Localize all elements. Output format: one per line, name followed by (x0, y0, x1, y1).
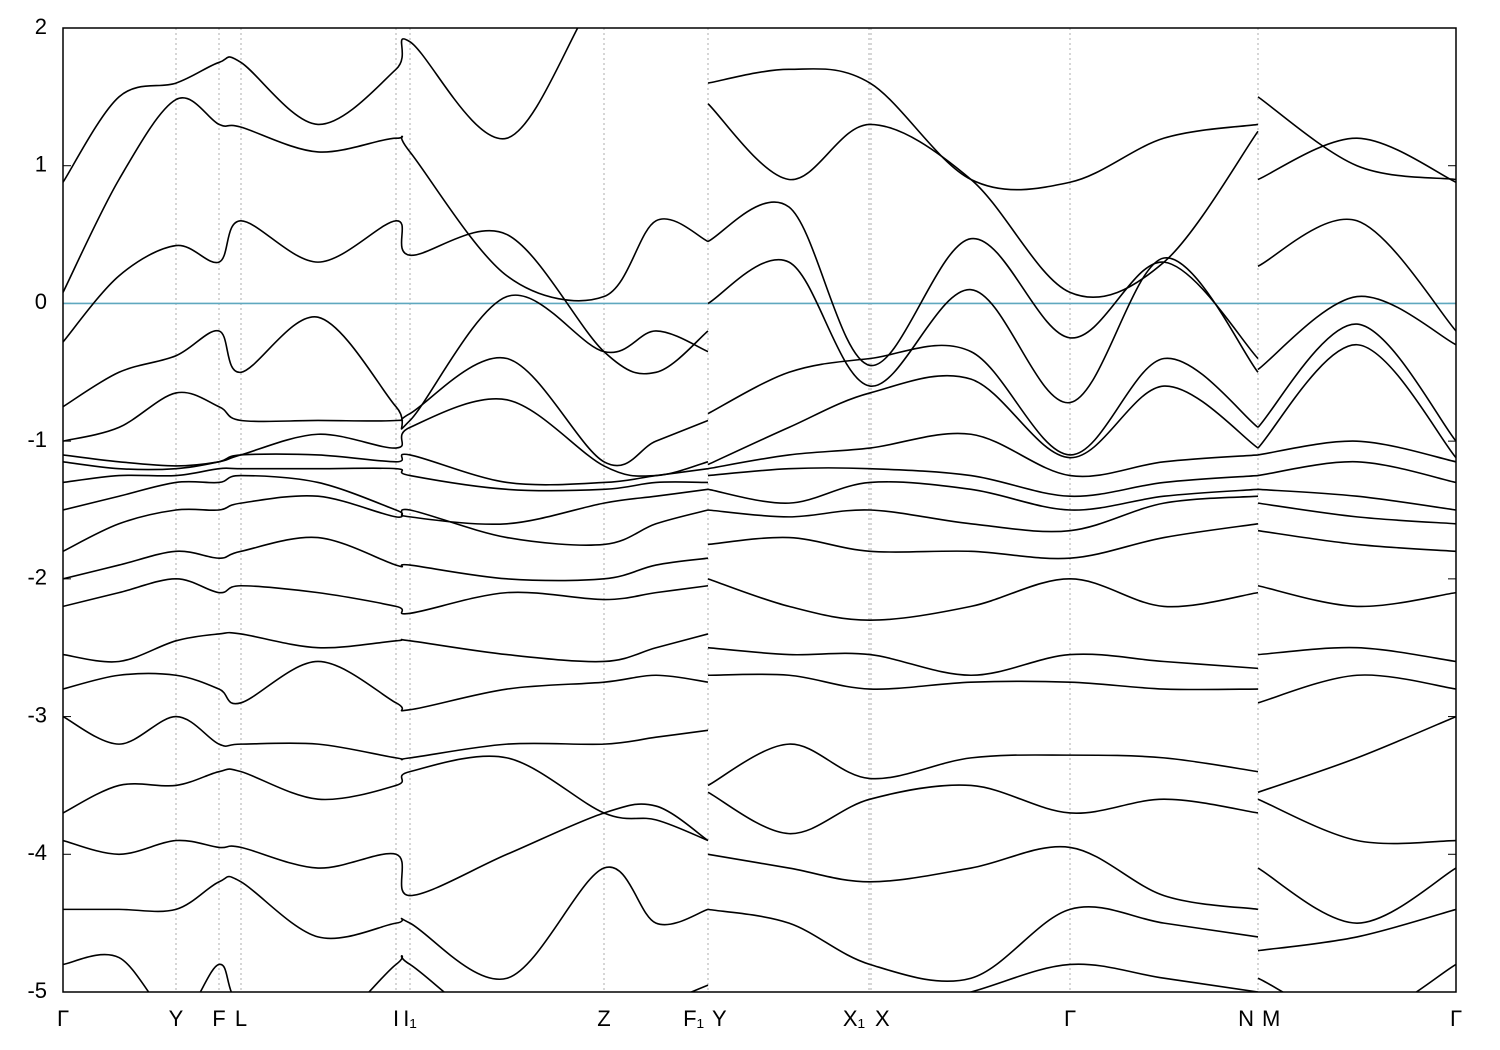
band-line (63, 432, 1456, 486)
y-tick-label: -3 (27, 702, 47, 727)
x-tick-label: M (1262, 1006, 1280, 1031)
band-line (63, 578, 1456, 621)
band-line (63, 474, 1456, 525)
x-tick-label: Γ (1450, 1006, 1462, 1031)
band-line (63, 96, 1456, 302)
band-line (63, 522, 1456, 582)
y-tick-label: 0 (35, 289, 47, 314)
y-tick-label: -1 (27, 427, 47, 452)
plot-frame (62, 27, 1457, 993)
x-tick-label: Z (597, 1006, 610, 1031)
y-tick-label: -5 (27, 978, 47, 1003)
band-line (63, 494, 1456, 553)
x-tick-label: N (1238, 1006, 1254, 1031)
band-line (63, 803, 1456, 924)
x-tick-label: Γ (1064, 1006, 1076, 1031)
y-tick-label: 2 (35, 14, 47, 39)
x-tick-label: F (212, 1006, 225, 1031)
x-tick-label: L (235, 1006, 247, 1031)
x-tick-label: Y (169, 1006, 184, 1031)
y-tick-label: -2 (27, 565, 47, 590)
band-line (63, 715, 1456, 794)
band-line (63, 343, 1456, 477)
x-tick-label: X (875, 1006, 890, 1031)
y-tick-label: -4 (27, 840, 47, 865)
band-line (63, 631, 1456, 677)
y-tick-label: 1 (35, 152, 47, 177)
band-line (63, 257, 1456, 430)
band-line (63, 866, 1456, 982)
x-tick-label: F₁ (683, 1006, 704, 1031)
plot-area (63, 28, 1456, 992)
band-line (63, 660, 1456, 712)
band-line (63, 323, 1456, 467)
band-line (63, 460, 1456, 498)
band-line (63, 953, 1456, 992)
x-tick-label: X₁ (843, 1006, 865, 1031)
x-tick-label: Y (712, 1006, 727, 1031)
x-tick-label: I (393, 1006, 399, 1031)
x-tick-label: Γ (57, 1006, 69, 1031)
x-tick-label: I₁ (403, 1006, 417, 1031)
